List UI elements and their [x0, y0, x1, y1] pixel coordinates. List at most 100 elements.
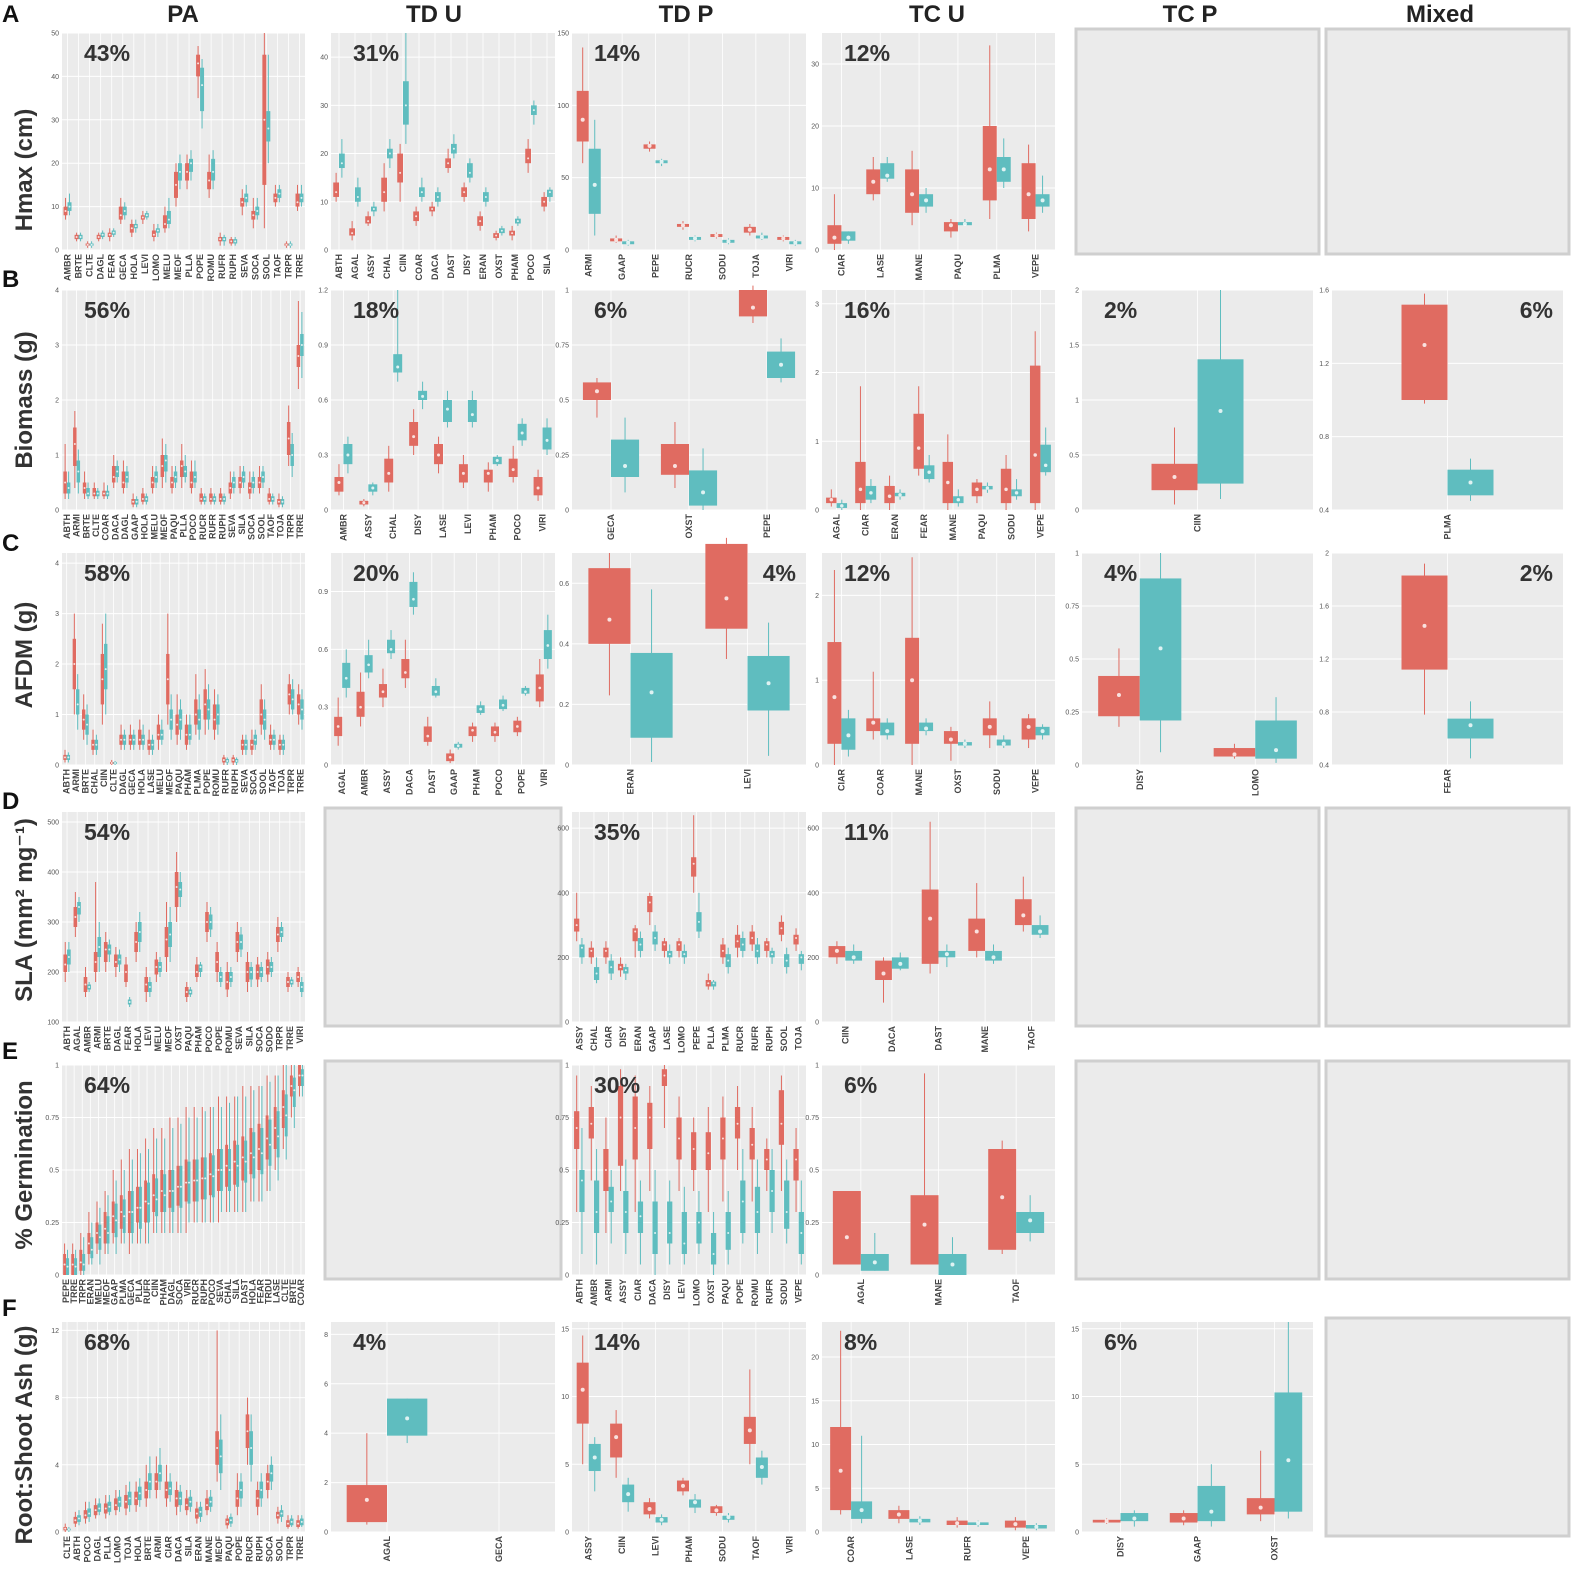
- percent-label-r1c2: 6%: [594, 297, 627, 323]
- median-dot-r4c2-rufr-s1: [765, 1158, 768, 1161]
- median-dot-r2c2-eran-s1: [607, 617, 612, 622]
- xtick-label-r2c0-romu: ROMU: [211, 769, 221, 797]
- xtick-label-r5c0-daca: DACA: [173, 1536, 183, 1562]
- median-dot-r4c2-abth-s2: [580, 1179, 583, 1182]
- box-r4c0-gaap-s1: [111, 1201, 115, 1233]
- xtick-label-r4c0-soca: SOCA: [174, 1279, 184, 1306]
- median-dot-r4c2-paqu-s2: [727, 1232, 730, 1234]
- box-r3c3-mane-s1: [968, 918, 986, 951]
- ytick-label-r4c3-2: 0.5: [809, 1168, 819, 1175]
- median-dot-r2c0-seva-s2: [244, 743, 247, 746]
- median-dot-r0c1-daca-s2: [436, 195, 439, 198]
- median-dot-r3c3-ciin-s2: [851, 955, 856, 960]
- percent-label-r5c0: 68%: [84, 1329, 130, 1355]
- xtick-label-r0c1-daca: DACA: [430, 254, 440, 280]
- median-dot-r1c3-fear-s2: [927, 470, 931, 474]
- box-r1c2-oxst-s2: [689, 470, 718, 506]
- median-dot-r3c3-daca-s2: [898, 961, 903, 966]
- xtick-label-r4c3-mane: MANE: [934, 1279, 944, 1306]
- median-dot-r0c2-pepe-s1: [647, 143, 652, 148]
- median-dot-r2c0-meof-s2: [170, 718, 173, 721]
- box-r2c1-daca-s2: [409, 581, 418, 607]
- median-dot-r5c4-gaap-s1: [1181, 1516, 1186, 1521]
- xtick-label-r5c0-abth: ABTH: [72, 1536, 82, 1561]
- xtick-label-r2c0-ciin: CIIN: [99, 769, 109, 787]
- median-dot-r3c2-toja-s2: [800, 956, 803, 959]
- box-r4c0-trpr-s2: [82, 1254, 86, 1271]
- xtick-label-r2c4-disy: DISY: [1135, 769, 1145, 790]
- xtick-label-r4c0-plma: PLMA: [118, 1279, 128, 1305]
- median-dot-r5c4-gaap-s2: [1209, 1509, 1214, 1514]
- median-dot-r5c0-plla-s2: [108, 1505, 111, 1508]
- ytick-label-r4c0-3: 0.75: [45, 1115, 59, 1122]
- ytick-label-r2c3-0: 0: [815, 763, 819, 770]
- percent-label-r4c0: 64%: [84, 1072, 130, 1098]
- xtick-label-r0c0-plla: PLLA: [184, 254, 194, 278]
- median-dot-r4c0-trpr-s2: [82, 1263, 85, 1266]
- median-dot-r1c0-paqu-s2: [174, 476, 177, 478]
- xtick-label-r5c0-ruph: RUPH: [254, 1536, 264, 1562]
- median-dot-r1c1-levi-s1: [461, 471, 465, 475]
- xtick-label-r2c0-seva: SEVA: [239, 769, 249, 793]
- row-label-afdm: AFDM (g): [11, 602, 38, 709]
- median-dot-r0c0-sool-s1: [263, 118, 266, 121]
- median-dot-r1c0-sila-s1: [239, 481, 242, 484]
- median-dot-r0c0-pope-s1: [197, 62, 200, 65]
- median-dot-r4c0-viri-s1: [185, 1181, 188, 1184]
- xtick-label-r5c4-disy: DISY: [1116, 1536, 1126, 1557]
- median-dot-r3c0-paqu-s2: [189, 991, 192, 993]
- median-dot-r2c0-pope-s1: [204, 703, 207, 706]
- percent-label-r0c2: 14%: [594, 40, 640, 66]
- median-dot-r2c0-clte-s2: [114, 761, 117, 764]
- xtick-label-r1c0-dagl: DAGL: [120, 514, 130, 540]
- median-dot-r2c3-coar-s1: [871, 720, 876, 725]
- box-r2c1-assy-s2: [387, 639, 396, 654]
- row-letter-a: A: [2, 1, 19, 28]
- xtick-label-r1c3-mane: MANE: [948, 514, 958, 541]
- median-dot-r1c3-sodu-s1: [1004, 487, 1008, 492]
- median-dot-r0c0-geca-s1: [119, 214, 122, 217]
- median-dot-r5c0-sool-s2: [280, 1512, 283, 1515]
- median-dot-r1c0-ruph-s1: [219, 498, 222, 500]
- median-dot-r0c3-vepe-s1: [1026, 192, 1031, 197]
- ytick-label-r1c0-4: 4: [55, 288, 59, 295]
- empty-panel-r3c4: [1074, 806, 1321, 1028]
- median-dot-r0c1-poco-s2: [532, 109, 535, 112]
- median-dot-r4c0-soca-s2: [179, 1185, 182, 1188]
- median-dot-r2c3-oxst-s1: [948, 737, 953, 742]
- xtick-label-r3c0-trpr: TRPR: [275, 1026, 285, 1051]
- median-dot-r0c1-chal-s1: [383, 191, 386, 194]
- median-dot-r2c0-soca-s1: [250, 743, 253, 746]
- xtick-label-r3c2-assy: ASSY: [574, 1026, 584, 1051]
- xtick-label-r2c0-pham: PHAM: [183, 769, 193, 796]
- xtick-label-r4c0-plla: PLLA: [134, 1279, 144, 1303]
- median-dot-r2c0-chal-s2: [95, 743, 98, 746]
- median-dot-r2c1-agal-s2: [344, 676, 348, 680]
- ytick-label-r5c3-1: 5: [815, 1486, 819, 1493]
- box-r1c0-clte-s1: [92, 488, 97, 497]
- median-dot-r3c0-sodo-s1: [266, 966, 269, 968]
- xtick-label-r4c3-taof: TAOF: [1011, 1278, 1021, 1302]
- xtick-label-r5c2-ciin: CIIN: [617, 1536, 627, 1554]
- median-dot-r2c1-ambr-s1: [359, 705, 362, 709]
- xtick-label-r4c2-assy: ASSY: [618, 1279, 628, 1304]
- median-dot-r5c0-daca-s1: [175, 1497, 178, 1500]
- median-dot-r4c0-pepe-s2: [66, 1265, 69, 1268]
- xtick-label-r3c2-rufr: RUFR: [750, 1026, 760, 1051]
- median-dot-r2c3-vepe-s2: [1040, 729, 1045, 734]
- box-r1c5-plma-s1: [1401, 304, 1448, 400]
- median-dot-r4c3-mane-s1: [922, 1222, 927, 1227]
- median-dot-r3c2-disy-s2: [624, 969, 627, 972]
- box-r0c1-abth-s2: [339, 153, 345, 169]
- box-r4c2-oxst-s2: [710, 1233, 717, 1265]
- empty-panel-r0c4: [1074, 27, 1321, 256]
- xtick-label-r0c1-poco: POCO: [526, 254, 536, 281]
- median-dot-r5c0-hola-s1: [135, 1497, 138, 1500]
- median-dot-r2c0-melu-s2: [160, 733, 163, 736]
- xtick-label-r5c0-clte: CLTE: [62, 1536, 72, 1559]
- median-dot-r2c0-geca-s2: [132, 738, 135, 741]
- xtick-label-r5c1-geca: GECA: [494, 1536, 504, 1563]
- xtick-label-r3c0-oxst: OXST: [173, 1026, 183, 1051]
- median-dot-r3c0-hola-s2: [138, 931, 141, 933]
- median-dot-r3c0-sodo-s2: [270, 966, 273, 968]
